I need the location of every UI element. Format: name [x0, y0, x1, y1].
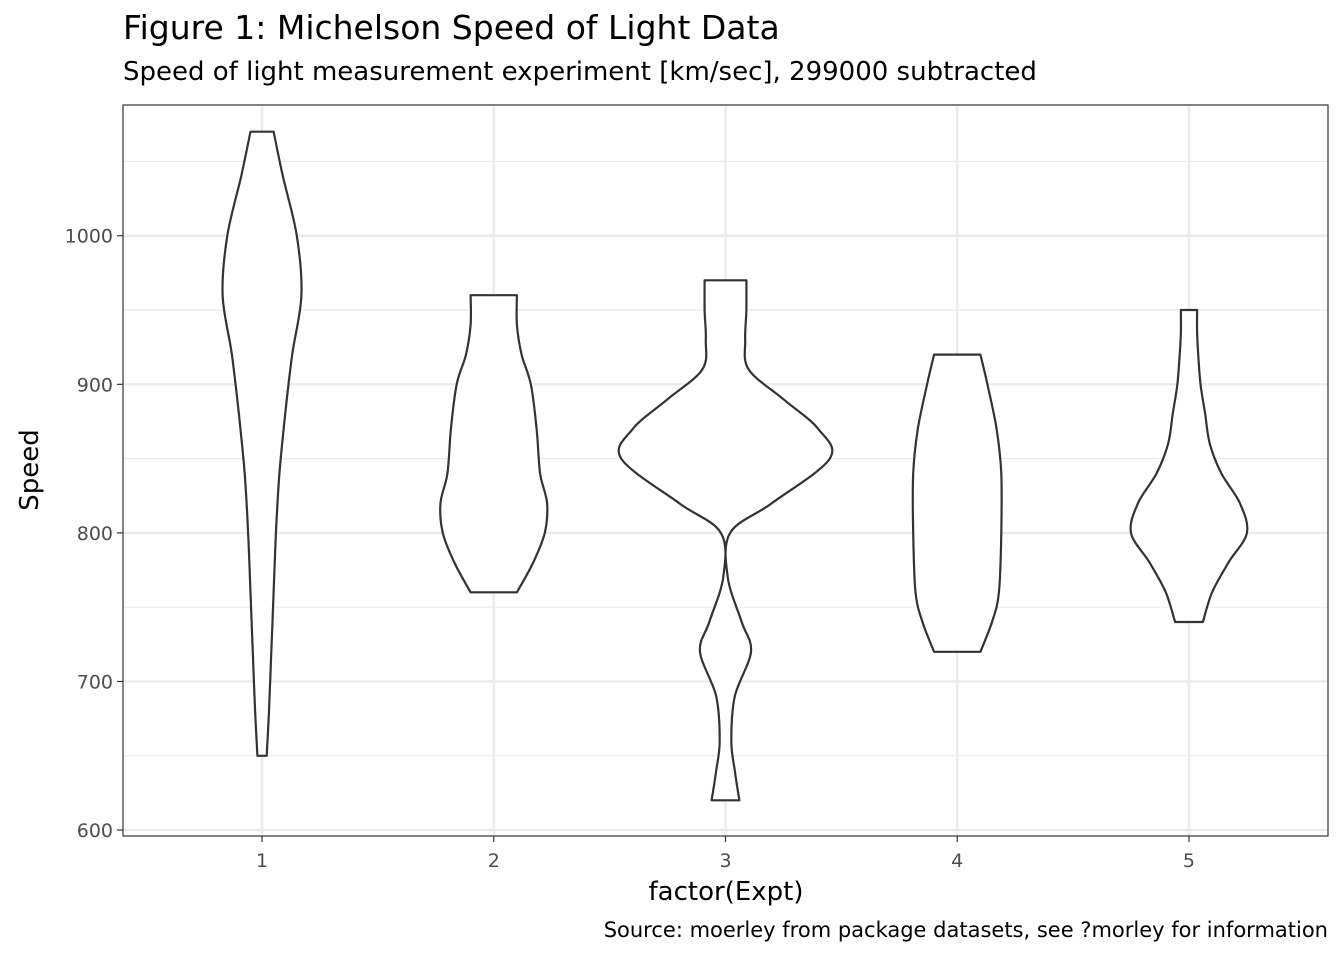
violin-expt-3	[617, 279, 834, 802]
y-axis-label: Speed	[15, 429, 45, 511]
y-tick-label: 700	[77, 671, 113, 693]
violin-expt-2	[439, 294, 549, 594]
x-tick-label: 5	[1183, 850, 1195, 872]
x-axis: 1 2 3 4 5	[256, 836, 1195, 872]
y-axis: 600 700 800 900 1000	[65, 226, 123, 842]
chart-subtitle: Speed of light measurement experiment [k…	[123, 57, 1037, 87]
y-tick-label: 1000	[65, 226, 113, 248]
x-tick-label: 1	[256, 850, 268, 872]
violin-series	[221, 130, 1249, 802]
violin-expt-5	[1129, 308, 1249, 624]
violin-expt-1	[221, 130, 303, 757]
y-tick-label: 800	[77, 523, 113, 545]
y-tick-label: 900	[77, 374, 113, 396]
chart-title: Figure 1: Michelson Speed of Light Data	[123, 8, 780, 47]
x-axis-label: factor(Expt)	[649, 877, 804, 907]
x-tick-label: 2	[488, 850, 500, 872]
violin-expt-4	[911, 353, 1003, 653]
chart-caption: Source: moerley from package datasets, s…	[603, 918, 1328, 942]
x-tick-label: 3	[719, 850, 731, 872]
x-tick-label: 4	[951, 850, 963, 872]
y-tick-label: 600	[77, 820, 113, 842]
